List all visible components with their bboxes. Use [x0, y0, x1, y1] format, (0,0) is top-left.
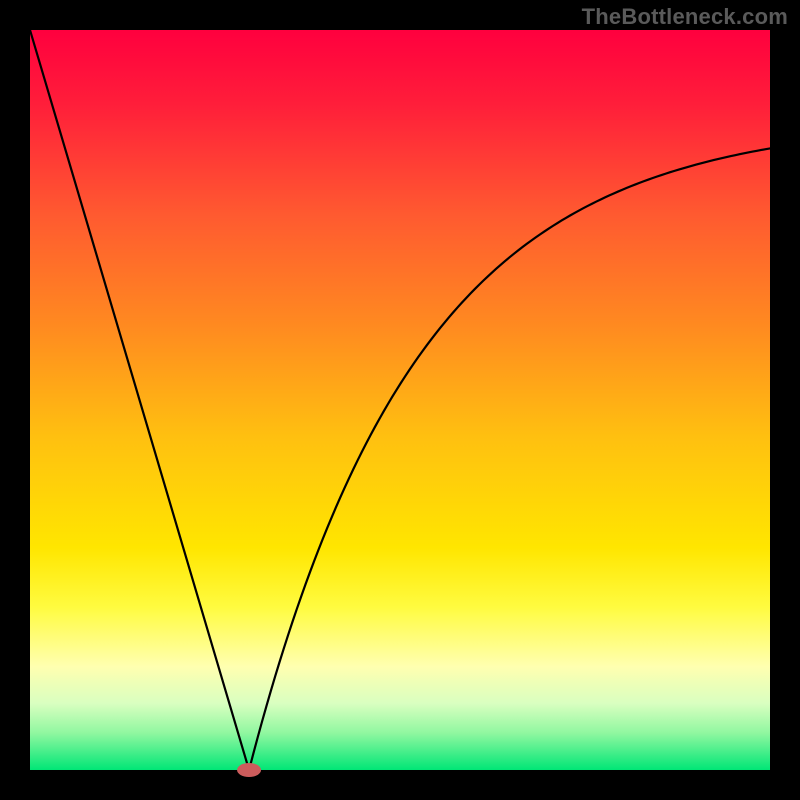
optimal-point-marker	[237, 763, 261, 777]
chart-container: TheBottleneck.com	[0, 0, 800, 800]
plot-area-gradient	[30, 30, 770, 770]
watermark-text: TheBottleneck.com	[582, 4, 788, 30]
bottleneck-curve-chart	[0, 0, 800, 800]
